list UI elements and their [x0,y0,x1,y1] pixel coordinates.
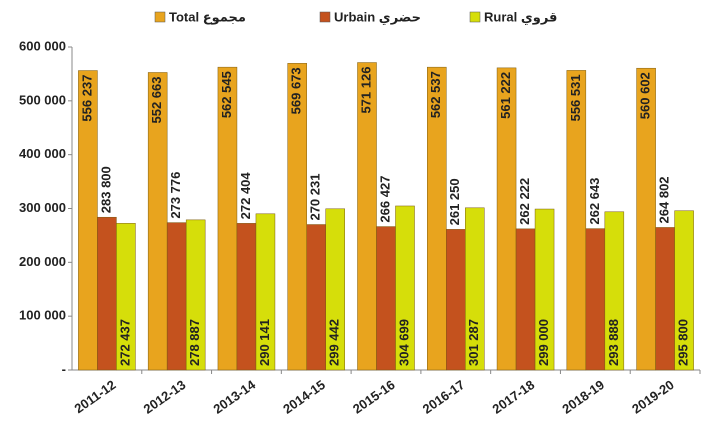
bar [357,62,377,371]
bar [446,229,466,371]
data-label: 571 126 [358,67,373,114]
data-label: 283 800 [98,166,113,213]
x-tick-label: 2013-14 [210,377,258,417]
bar [566,70,587,371]
bar [427,66,447,371]
x-tick-label: 2012-13 [141,377,189,417]
data-label: 561 222 [498,72,513,119]
bar [515,228,536,371]
legend-swatch [154,11,166,23]
data-label: 261 250 [447,178,462,225]
data-label: 293 888 [606,319,621,366]
bar [655,227,675,371]
data-label: 266 427 [377,176,392,223]
bar [97,216,117,371]
data-label: 556 531 [568,74,583,121]
x-tick-label: 2017-18 [490,377,538,417]
x-tick-label: 2014-15 [280,377,328,417]
bar [604,211,625,371]
data-label: 560 602 [638,72,653,119]
data-label: 304 699 [396,319,411,366]
data-label: 556 237 [79,75,94,122]
bar [585,228,606,371]
y-tick-label: 300 000 [19,200,66,215]
data-label: 272 404 [238,172,253,220]
x-tick-label: 2018-19 [559,377,607,417]
bar [185,219,206,371]
data-label: 264 802 [657,176,672,223]
bar [534,208,555,371]
bar [287,63,307,371]
data-label: 273 776 [168,172,183,219]
bar [674,210,694,371]
data-label: 301 287 [466,319,481,366]
x-tick-label: 2011-12 [71,377,118,416]
bar [465,207,485,371]
data-label: 299 442 [327,319,342,366]
bar [236,223,257,371]
y-tick-label: - [62,361,66,376]
bar [636,67,656,371]
data-label: 552 663 [149,76,164,123]
data-label: 295 800 [676,319,691,366]
y-tick-label: 500 000 [19,92,66,107]
x-tick-label: 2019-20 [629,377,677,417]
bar [217,66,238,371]
y-tick-label: 600 000 [19,38,66,53]
legend-swatch [319,11,331,23]
bar [147,72,168,371]
legend-label: Rural قروي [484,9,557,24]
y-tick-label: 100 000 [19,308,66,323]
data-label: 272 437 [117,319,132,366]
bar [166,222,187,371]
data-label: 569 673 [289,67,304,114]
y-tick-label: 400 000 [19,146,66,161]
data-label: 278 887 [187,319,202,366]
data-label: 562 537 [428,71,443,118]
bar [496,67,517,371]
bar [325,208,345,371]
data-label: 290 141 [257,319,272,366]
bar [376,226,396,371]
legend-label: Urbain حضري [334,9,421,24]
bar [255,213,276,371]
data-label: 262 643 [587,178,602,225]
legend-swatch [469,11,481,23]
bar [116,223,136,371]
x-tick-label: 2015-16 [350,377,398,417]
data-label: 299 000 [536,319,551,366]
data-label: 262 222 [517,178,532,225]
y-tick-label: 200 000 [19,254,66,269]
x-tick-label: 2016-17 [420,377,468,417]
data-label: 562 545 [219,71,234,118]
legend-label: Total مجموع [169,9,246,24]
bar [395,205,415,371]
bar [306,224,326,371]
data-label: 270 231 [308,174,323,221]
